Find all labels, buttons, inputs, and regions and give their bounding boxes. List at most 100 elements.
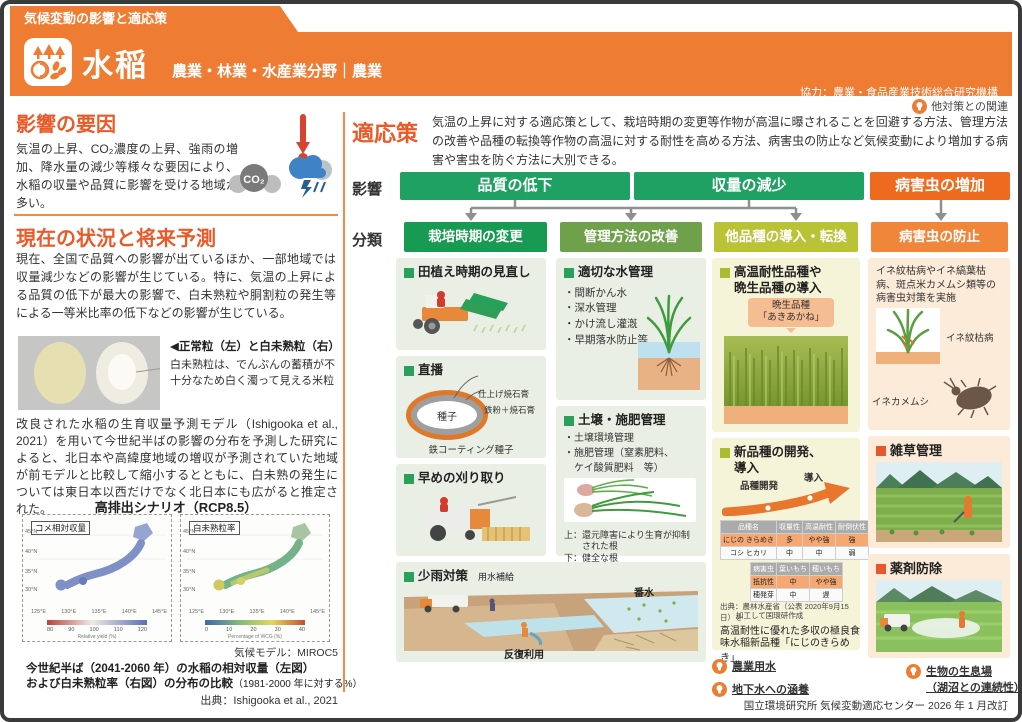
lat-tick: 30°N <box>183 587 196 593</box>
rice-icon-glyph <box>30 44 67 80</box>
bullet: ・施肥管理（窒素肥料、 <box>564 447 674 459</box>
green-square-icon <box>404 474 414 484</box>
climate-model-note: 気候モデル：MIROC5 <box>234 647 338 659</box>
impact-row-label: 影響 <box>352 181 383 198</box>
status-heading: 現在の状況と将来予測 <box>16 228 216 250</box>
lat-tick: 45°N <box>183 529 196 535</box>
footer-credit: 国立環境研究所 気候変動適応センター 2026 年 1 月改訂 <box>743 700 1008 712</box>
wcg-colorbar-label: Percentage of WCG (%) <box>228 634 282 640</box>
status-body-1: 現在、全国で品質への影響が出ているほか、一部地域では収量減少などの影響が生じてい… <box>16 252 336 320</box>
combine-harvester-illustration <box>424 495 530 541</box>
lightbulb-icon <box>906 663 921 679</box>
header-tab: 気候変動の影響と適応策 <box>10 6 298 32</box>
related-link-habitat-note: （湖沼との連続性） <box>926 682 1022 694</box>
lon-ticks: 125°E 130°E 135°E 140°E 145°E <box>31 609 167 615</box>
bullet: ケイ酸質肥料 等） <box>564 462 664 474</box>
seed-core: 種子 <box>417 401 477 429</box>
header-tab-label: 気候変動の影響と適応策 <box>24 11 168 26</box>
adaptation-heading: 適応策 <box>352 121 419 146</box>
yellowgreen-square-icon <box>720 268 730 278</box>
map-source: 出典：Ishigooka et al., 2021 <box>200 695 338 707</box>
card-low-rain-measures: 少雨対策 用水補給 番水 反復利用 <box>396 562 706 662</box>
lat-tick: 30°N <box>25 587 38 593</box>
lat-tick: 35°N <box>25 569 38 575</box>
card-direct-seeding: 直播 種子 仕上げ焼石膏 鉄粉＋焼石膏 鉄コーティング種子 <box>396 356 546 458</box>
card-title: 田植え時期の見直し <box>418 265 531 279</box>
bullet: ・早期落水防止等 <box>564 333 648 346</box>
card-title: 高温耐性品種や 晩生品種の導入 <box>734 265 822 295</box>
svg-text:CO₂: CO₂ <box>243 174 265 186</box>
impact-quality-decline: 品質の低下 <box>400 172 630 200</box>
orange-square-icon <box>876 446 886 456</box>
yellowgreen-square-icon <box>720 448 730 458</box>
japan-map-yield <box>29 523 165 591</box>
rice-transplanter-illustration <box>413 290 526 334</box>
factors-heading: 影響の要因 <box>16 114 116 136</box>
deep-water-plant-illustration <box>638 294 700 390</box>
card-new-variety-development: 新品種の開発、 導入 品種開発 導入 品種名 収量性 高温耐性 耐倒伏性 にじの きらめ… <box>712 438 869 664</box>
card-title: 直播 <box>418 363 444 377</box>
map-left-label: コメ相対収量 <box>31 521 91 535</box>
disease-resistance-table: 病害虫 葉いもち 穂いもち 抵抗性中やや強 穂発芽中遅 <box>750 562 843 602</box>
late-variety-bubble: 晩生品種 「あきあかね」 <box>748 298 834 333</box>
wcg-colorbar-ticks: 0 10 20 30 40 <box>205 627 305 633</box>
map-right-label: 白未熟粒率 <box>189 521 240 535</box>
green-square-icon <box>564 268 574 278</box>
lat-tick: 40°N <box>25 549 38 555</box>
class-new-varieties: 他品種の導入・転換 <box>714 222 858 252</box>
rice-field-illustration <box>724 336 848 424</box>
irrigation-field-illustration <box>404 590 698 651</box>
sheath-blight-label: イネ紋枯病 <box>946 333 994 344</box>
stink-bug-label: イネカメムシ <box>872 397 930 408</box>
card-planting-review: 田植え時期の見直し <box>396 258 546 350</box>
adaptation-intro: 気温の上昇に対する適応策として、栽培時期の変更等作物が高温に曝されることを回避す… <box>432 115 1008 168</box>
card-weed-management: 雑草管理 <box>868 436 1010 548</box>
impact-yield-decline: 収量の減少 <box>634 172 864 200</box>
japan-map-wcg <box>187 523 323 591</box>
bullet: ・間断かん水 <box>564 286 627 299</box>
lightbulb-icon <box>712 658 727 674</box>
lat-tick: 35°N <box>183 569 196 575</box>
scenario-title: 高排出シナリオ（RCP8.5） <box>94 500 258 515</box>
green-square-icon <box>404 572 414 582</box>
lat-tick: 40°N <box>183 549 196 555</box>
rice-grain-photo <box>18 336 179 410</box>
wcg-colorbar <box>205 620 305 625</box>
map-caption-line1: 今世紀半ば（2041-2060 年）の水稲の相対収量（左図） <box>26 663 315 675</box>
chemical-spray-scene <box>876 580 1002 653</box>
map-relative-yield: コメ相対収量 45°N 40°N 35°N 30°N 125°E 130°E 135… <box>22 514 172 642</box>
reuse-label: 反復利用 <box>504 650 544 661</box>
card-early-harvest: 早めの刈り取り <box>396 464 546 556</box>
related-link-habitat: 生物の生息場 <box>906 663 992 679</box>
bullet: ・深水管理 <box>564 302 617 315</box>
related-link-agricultural-water: 農業用水 <box>712 658 776 674</box>
lat-tick: 45°N <box>25 529 38 535</box>
factors-body: 気温の上昇、CO₂濃度の上昇、強雨の増加、降水量の減少等様々な要因により、水稲の… <box>16 142 238 210</box>
header-band: 水稲 農業・林業・水産業分野｜農業 協力：農業・食品産業技術総合研究機構 <box>10 32 1012 99</box>
storm-cloud-icon <box>289 155 332 198</box>
related-measures-label: 他対策との関連 <box>931 101 1008 113</box>
sheath-blight-illustration <box>876 308 940 364</box>
page-title: 水稲 <box>82 48 148 83</box>
class-pest-control: 病害虫の防止 <box>871 222 1008 252</box>
map-chalky-grain: 白未熟粒率 45°N 40°N 35°N 30°N 125°E 130°E 135°… <box>180 514 330 642</box>
column-divider <box>343 112 345 692</box>
impact-pest-increase: 病害虫の増加 <box>870 172 1010 200</box>
card-title: 少雨対策 <box>418 569 469 583</box>
roots-caption-1: 上：還元障害により生育が抑制 <box>564 529 690 540</box>
stink-bug-illustration <box>943 377 997 418</box>
card-title: 早めの刈り取り <box>418 471 506 485</box>
card-heat-tolerant-varieties: 高温耐性品種や 晩生品種の導入 晩生品種 「あきあかね」 <box>712 258 860 432</box>
yield-colorbar-label: Relative yield (%) <box>77 634 117 640</box>
flow-connector-arrows <box>465 200 947 221</box>
card-title: 薬剤防除 <box>890 561 943 576</box>
card-title: 新品種の開発、 導入 <box>734 445 822 475</box>
arrow-label-introduction: 導入 <box>804 473 824 484</box>
table-source-1: 出典：農林水産省（公表 2020年9月15日）を <box>720 602 849 622</box>
development-arrow-illustration <box>722 482 850 516</box>
green-square-icon <box>404 268 414 278</box>
grain-photo-graphic <box>18 336 179 410</box>
cooperation-credit: 協力：農業・食品産業技術総合研究機構 <box>800 87 998 99</box>
card-pest-disease-measures: イネ紋枯病やイネ縞葉枯病、斑点米カメムシ類等の病害虫対策を実施 イネ紋枯病 イネ… <box>868 258 1010 430</box>
